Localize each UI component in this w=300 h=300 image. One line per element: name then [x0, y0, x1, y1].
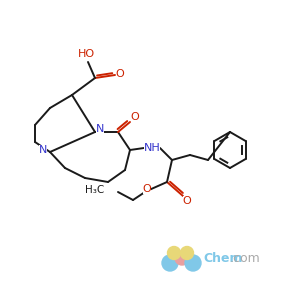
- Circle shape: [167, 247, 181, 260]
- Text: O: O: [130, 112, 140, 122]
- Circle shape: [175, 251, 189, 265]
- Text: Chem: Chem: [203, 253, 242, 266]
- Circle shape: [162, 255, 178, 271]
- Circle shape: [181, 247, 194, 260]
- Text: NH: NH: [144, 143, 160, 153]
- Text: N: N: [39, 145, 47, 155]
- Text: O: O: [116, 69, 124, 79]
- Text: N: N: [96, 124, 104, 134]
- Text: H₃C: H₃C: [85, 185, 104, 195]
- Text: O: O: [142, 184, 152, 194]
- Text: HO: HO: [77, 49, 94, 59]
- Text: O: O: [183, 196, 191, 206]
- Circle shape: [185, 255, 201, 271]
- Text: .com: .com: [230, 253, 261, 266]
